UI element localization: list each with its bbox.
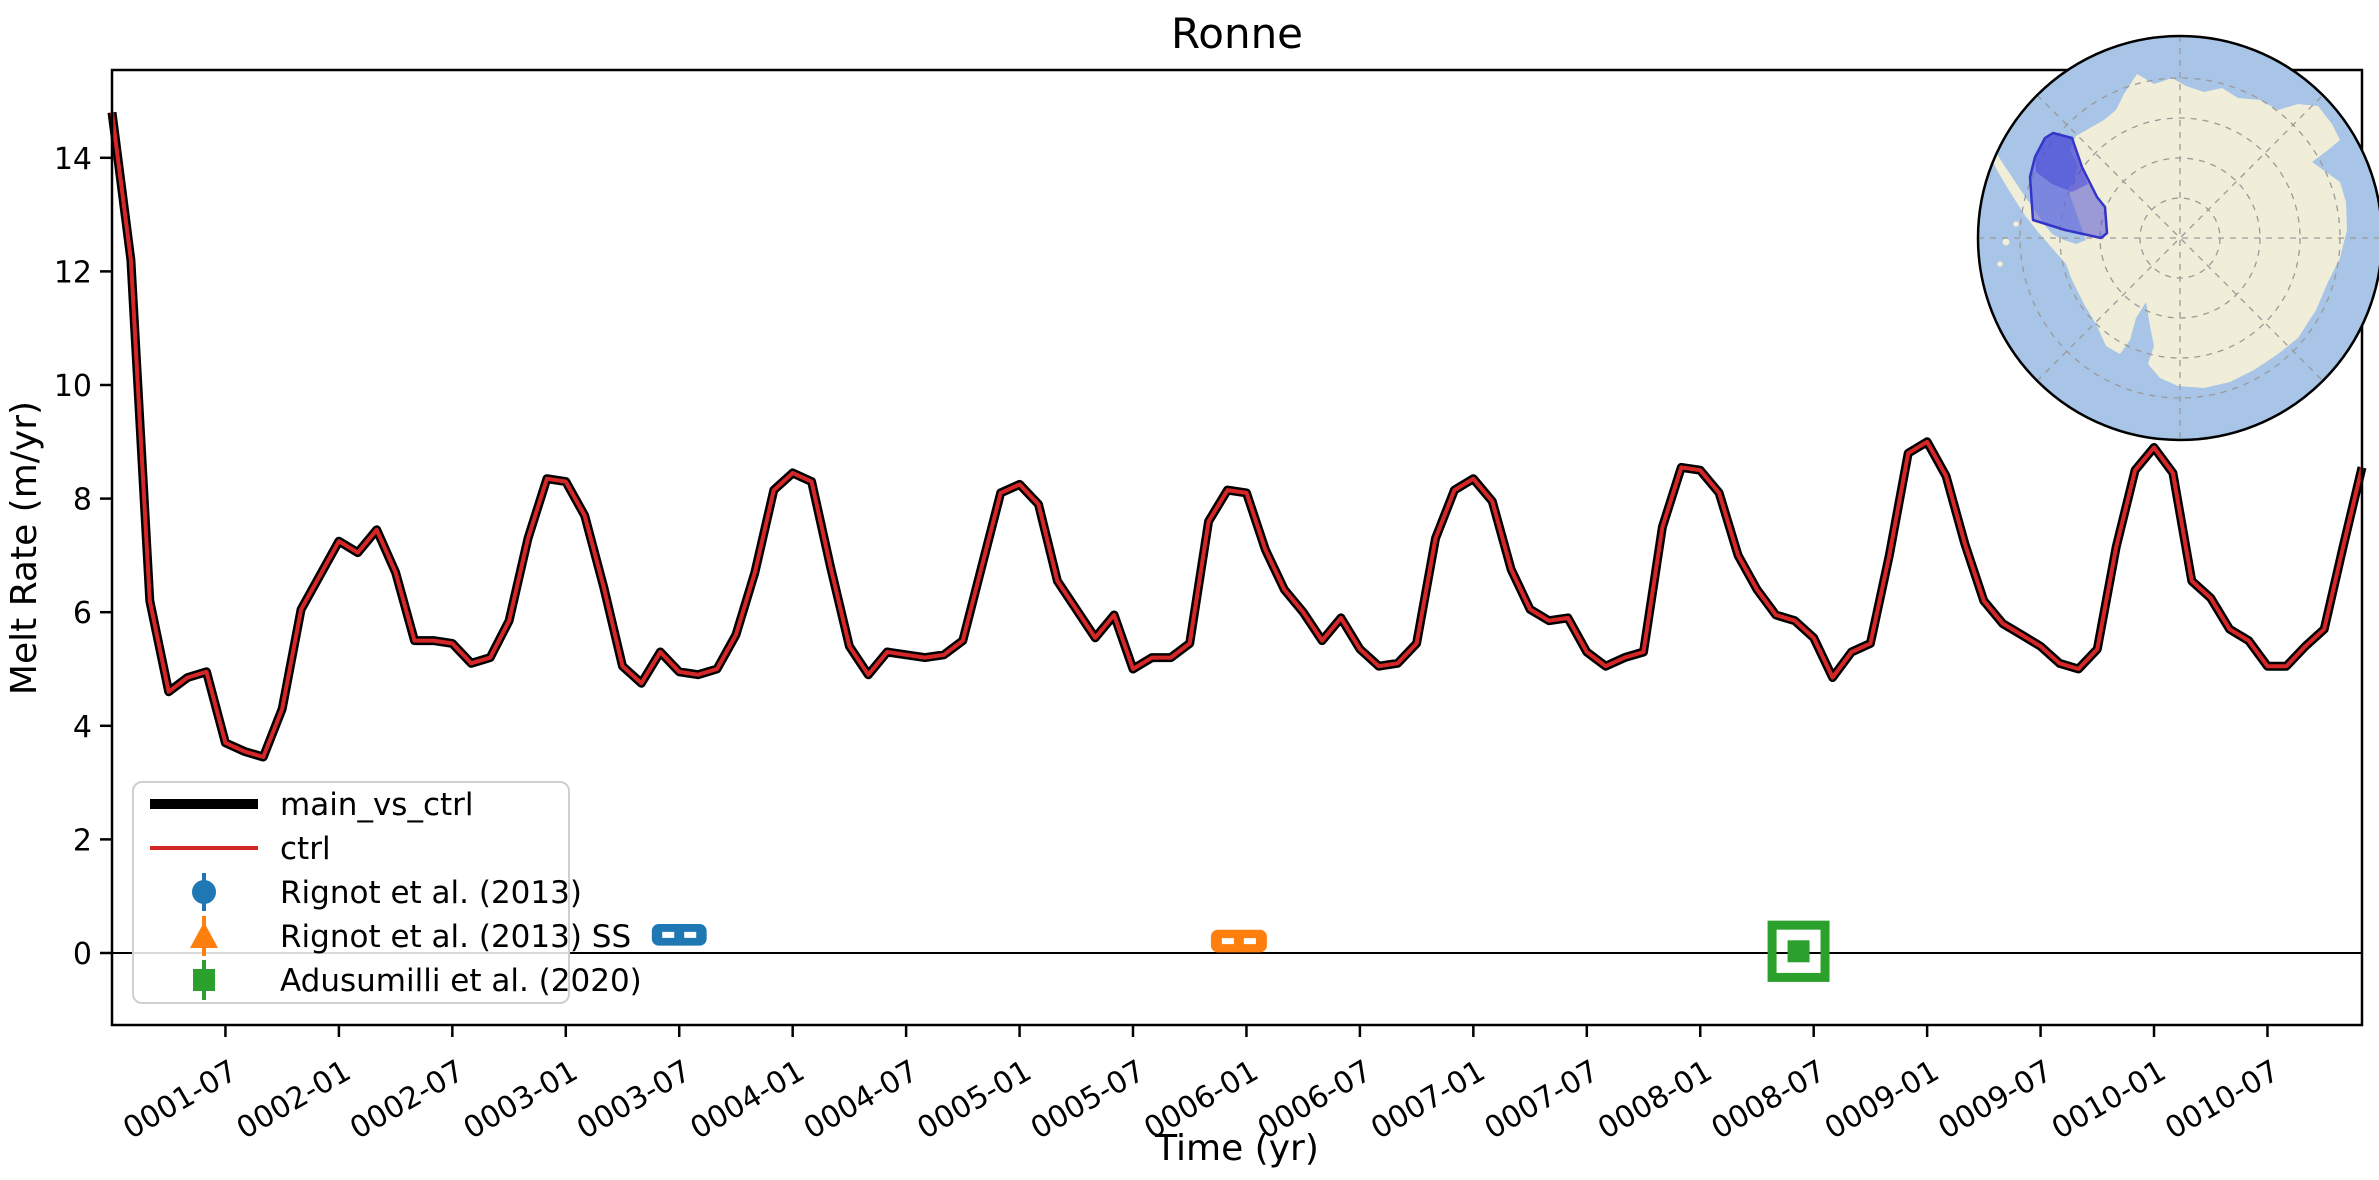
- y-tick-label: 12: [54, 255, 92, 290]
- x-tick-label: 0004-01: [685, 1054, 811, 1147]
- legend-label-main-vs-ctrl: main_vs_ctrl: [280, 787, 474, 823]
- y-tick-label: 2: [73, 823, 92, 858]
- legend-circle-marker-icon: [192, 880, 216, 904]
- y-tick-label: 14: [54, 142, 92, 177]
- map-graticule: [1978, 36, 2379, 440]
- x-tick-label: 0009-01: [1819, 1054, 1945, 1147]
- axes-frame: [110, 68, 2364, 1027]
- y-tick-label: 8: [73, 483, 92, 518]
- x-tick-label: 0002-01: [231, 1054, 357, 1147]
- y-axis-label: Melt Rate (m/yr): [4, 401, 45, 695]
- legend-label-rignot-2013: Rignot et al. (2013): [280, 875, 582, 911]
- x-tick-label: 0010-01: [2046, 1054, 2172, 1147]
- legend-square-marker-icon: [193, 969, 215, 991]
- map-island: [2013, 221, 2019, 227]
- series-ctrl-line: [110, 112, 2364, 759]
- legend-label-adusumilli-2020: Adusumilli et al. (2020): [280, 963, 642, 999]
- x-axis-label: Time (yr): [1154, 1128, 1319, 1169]
- x-tick-label: 0001-07: [117, 1054, 243, 1147]
- x-tick-label: 0008-07: [1706, 1054, 1832, 1147]
- legend-label-ctrl: ctrl: [280, 831, 331, 867]
- x-tick-label: 0005-01: [911, 1054, 1037, 1147]
- map-island: [2002, 238, 2010, 246]
- x-tick-label: 0004-07: [798, 1054, 924, 1147]
- x-tick-label: 0008-01: [1592, 1054, 1718, 1147]
- map-ronne-region-highlight: [2028, 131, 2109, 240]
- y-tick-label: 0: [73, 937, 92, 972]
- obs-adusumilli-marker: [1767, 920, 1830, 982]
- x-tick-label: 0009-07: [1933, 1054, 2059, 1147]
- x-tick-label: 0003-01: [458, 1054, 584, 1147]
- x-tick-label: 0005-07: [1025, 1054, 1151, 1147]
- chart-title: Ronne: [1171, 9, 1303, 58]
- obs-rignot-ss-marker: [1210, 929, 1267, 953]
- x-tick-label: 0007-07: [1479, 1054, 1605, 1147]
- y-tick-label: 6: [73, 596, 92, 631]
- x-tick-label: 0002-07: [344, 1054, 470, 1147]
- y-tick-label: 4: [73, 710, 92, 745]
- x-tick-label: 0003-07: [571, 1054, 697, 1147]
- map-ronne-region-dark-part: [2035, 133, 2088, 192]
- y-tick-label: 10: [54, 369, 92, 404]
- x-tick-label: 0010-07: [2159, 1054, 2285, 1147]
- obs-rignot-marker: [651, 924, 707, 946]
- legend-label-rignot-2013-ss: Rignot et al. (2013) SS: [280, 919, 631, 955]
- x-tick-label: 0007-01: [1365, 1054, 1491, 1147]
- legend-triangle-marker-icon: [190, 922, 218, 948]
- map-island: [1997, 261, 2003, 267]
- legend-box: [132, 781, 570, 1004]
- map-border-circle: [1976, 34, 2379, 442]
- legend: main_vs_ctrl ctrl Rignot et al. (2013) R…: [132, 781, 642, 1004]
- antarctica-inset-map: [1976, 34, 2379, 442]
- obs-adusumilli-center: [1787, 940, 1810, 963]
